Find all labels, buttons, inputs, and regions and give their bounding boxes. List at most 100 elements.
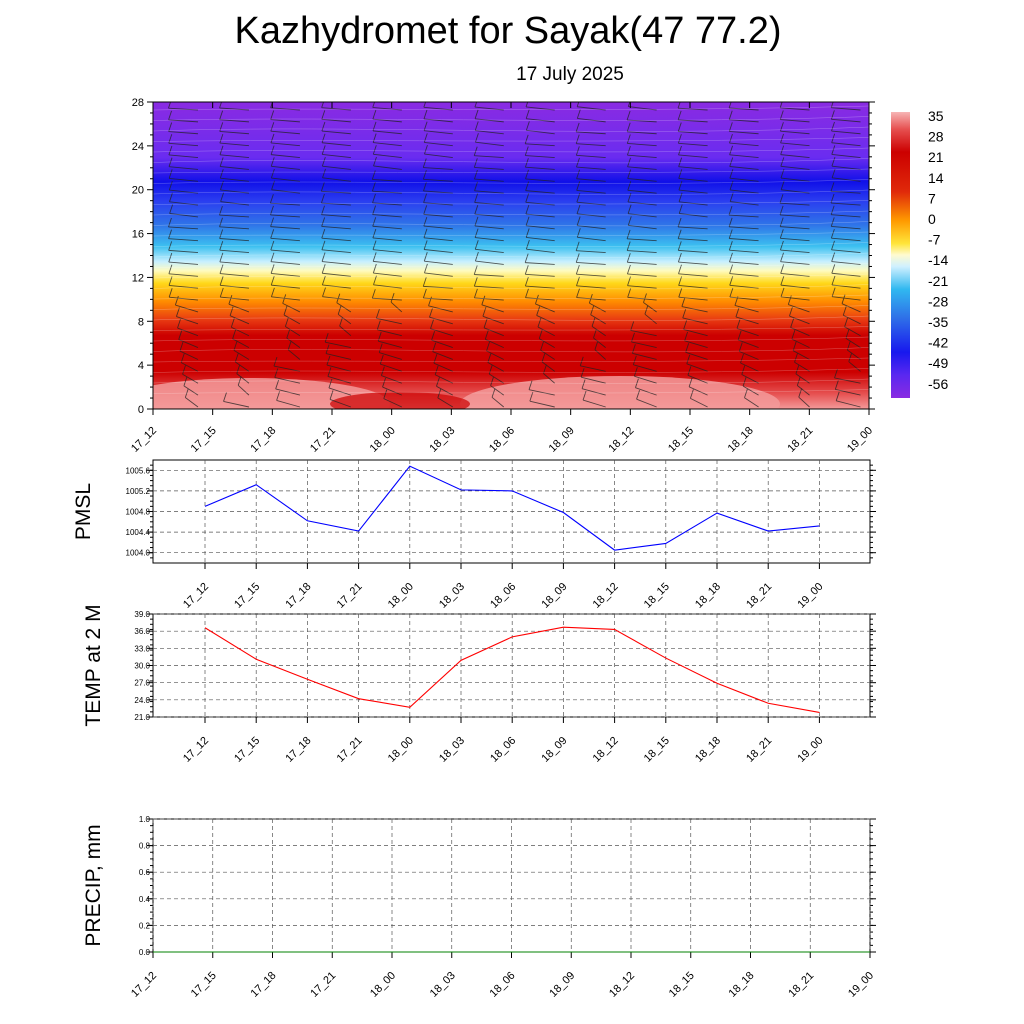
temp-y-axis-label: TEMP at 2 M (82, 604, 105, 726)
wind-barb-flag (780, 157, 785, 167)
colorbar-label: 7 (928, 190, 936, 206)
wind-barb-staff (831, 130, 861, 135)
wind-barb-flag (287, 340, 292, 350)
wind-barb-staff (219, 214, 249, 218)
wind-barb-flag (321, 193, 325, 204)
heatmap-x-tick-label: 18_21 (785, 425, 815, 455)
wind-barb-staff (525, 178, 555, 182)
precip-x-tick-label: 19_00 (846, 970, 876, 1000)
wind-barb-staff (780, 272, 810, 277)
wind-barb-flag (633, 367, 638, 377)
wind-barb-staff (474, 274, 504, 277)
wind-barb-flag (524, 158, 529, 168)
wind-barb-staff (576, 131, 606, 135)
wind-barb-flag (524, 253, 529, 263)
wind-barb-staff (236, 373, 250, 384)
wind-barb-flag (830, 205, 835, 215)
wind-barb-staff (431, 339, 453, 349)
wind-barb-flag (372, 263, 377, 274)
wind-barb-staff (576, 261, 606, 265)
wind-barb-flag (339, 316, 344, 327)
wind-barb-flag (830, 182, 835, 192)
wind-barb-staff (831, 142, 861, 147)
wind-barb-staff (831, 261, 861, 265)
wind-barb-staff (678, 226, 708, 230)
heatmap-contour-line (153, 389, 869, 394)
wind-barb-flag (685, 343, 690, 353)
wind-barb-staff (322, 296, 351, 301)
wind-barb-flag (780, 145, 785, 155)
wind-barb-flag (677, 252, 682, 263)
wind-barb-flag (581, 379, 586, 389)
colorbar-label: -28 (928, 293, 948, 309)
wind-barb-staff (424, 249, 453, 254)
wind-barb-staff (788, 304, 810, 313)
wind-barb-staff (576, 285, 606, 289)
wind-barb-flag (437, 388, 442, 399)
wind-barb-flag (729, 264, 734, 274)
pmsl-x-tick-label: 18_09 (539, 581, 569, 611)
wind-barb-staff (741, 374, 759, 384)
wind-barb-flag (734, 296, 739, 306)
wind-barb-flag (524, 276, 529, 287)
wind-barb-staff (482, 315, 504, 325)
wind-barb-flag (677, 134, 682, 144)
wind-barb-staff (577, 106, 606, 111)
heatmap-y-tick-label: 12 (132, 272, 144, 284)
precip-x-tick-label: 17_18 (249, 970, 279, 1000)
wind-barb-staff (423, 118, 453, 123)
wind-barb-staff (423, 190, 453, 194)
heatmap-y-tick-label: 8 (138, 316, 144, 328)
wind-barb-staff (474, 297, 504, 301)
wind-barb-flag (846, 340, 851, 351)
wind-barb-flag (790, 318, 795, 328)
wind-barb-staff (678, 154, 708, 158)
pmsl-y-axis-label: PMSL (72, 483, 95, 540)
wind-barb-staff (436, 385, 454, 396)
wind-barb-flag (481, 295, 486, 305)
wind-barb-flag (372, 121, 377, 132)
wind-barb-flag (728, 110, 733, 120)
wind-barb-flag (627, 192, 632, 203)
wind-barb-staff (627, 178, 657, 182)
wind-barb-flag (219, 252, 224, 263)
wind-barb-staff (235, 361, 250, 372)
wind-barb-staff (780, 177, 810, 182)
wind-barb-staff (437, 397, 454, 408)
wind-barb-staff (576, 250, 606, 254)
heatmap-x-tick-label: 19_00 (845, 425, 875, 455)
wind-barb-flag (484, 330, 489, 340)
wind-barb-staff (378, 340, 402, 349)
colorbar-label: -21 (928, 273, 948, 289)
wind-barb-staff (525, 143, 555, 147)
wind-barb-flag (168, 252, 173, 263)
wind-barb-staff (219, 119, 249, 123)
wind-barb-flag (423, 193, 427, 203)
wind-barb-flag (575, 253, 580, 263)
wind-barb-staff (423, 178, 453, 182)
wind-barb-flag (779, 194, 784, 204)
wind-barb-staff (679, 213, 708, 218)
wind-barb-flag (423, 228, 428, 238)
wind-barb-staff (286, 337, 301, 348)
wind-barb-staff (576, 189, 606, 194)
wind-barb-flag (321, 240, 326, 250)
wind-barb-staff (270, 202, 300, 206)
wind-barb-staff (627, 273, 657, 277)
temp-x-tick-label: 19_00 (795, 735, 825, 765)
wind-barb-flag (798, 388, 803, 398)
wind-barb-staff (781, 189, 810, 194)
wind-barb-staff (633, 364, 657, 372)
precip-x-tick-label: 17_15 (189, 970, 219, 1000)
wind-barb-staff (844, 326, 861, 337)
temperature-heatmap-panel: 0 4 8 12 16 20 24 28 17_12 17_15 17_18 17_21 18_00 1… (129, 97, 875, 455)
pmsl-x-tick-label: 18_21 (744, 581, 774, 611)
wind-barb-flag (831, 157, 836, 167)
wind-barb-staff (176, 316, 199, 325)
colorbar-label: -49 (928, 355, 948, 371)
wind-barb-flag (490, 376, 495, 386)
wind-barb-flag (219, 276, 224, 286)
wind-barb-staff (780, 142, 810, 147)
wind-barb-flag (168, 180, 173, 191)
precip-x-tick-label: 18_06 (488, 970, 518, 1000)
